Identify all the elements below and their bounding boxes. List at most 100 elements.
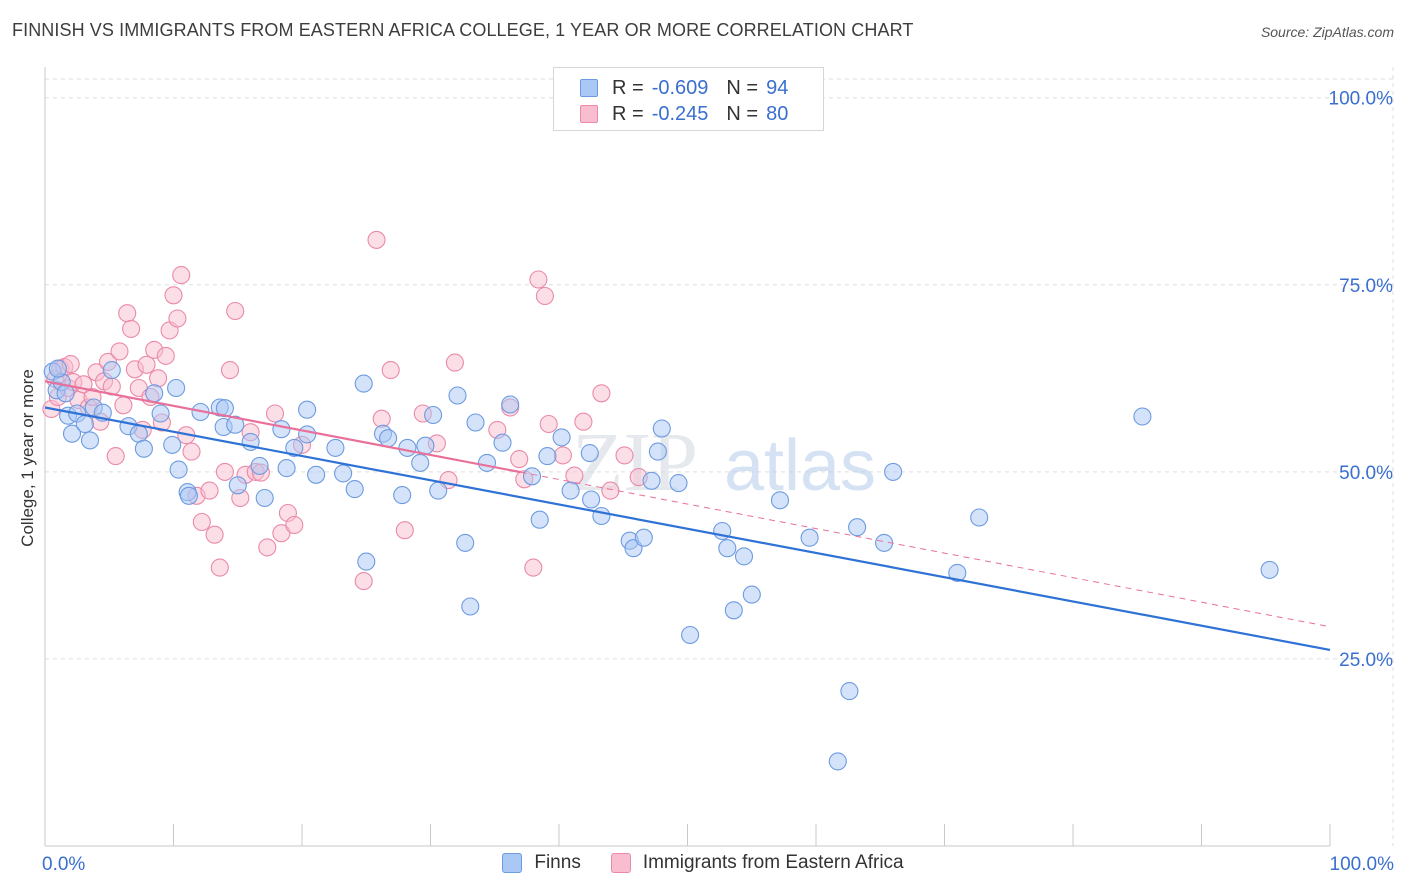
point-finns	[1260, 560, 1279, 579]
legend-series: Finns Immigrants from Eastern Africa	[0, 852, 1406, 874]
point-finns	[151, 404, 170, 423]
point-finns	[448, 386, 467, 405]
point-finns	[970, 508, 989, 527]
point-eastern-africa	[615, 446, 634, 465]
point-finns	[461, 597, 480, 616]
trend-line-eastern-africa	[44, 380, 521, 474]
point-finns	[642, 471, 661, 490]
legend-r-label: R =	[612, 102, 644, 125]
point-eastern-africa	[592, 384, 611, 403]
point-finns	[75, 414, 94, 434]
point-finns	[592, 506, 611, 526]
point-finns	[326, 438, 345, 457]
point-eastern-africa	[210, 558, 229, 577]
point-eastern-africa	[172, 266, 191, 285]
point-eastern-africa	[192, 512, 211, 532]
legend-item-eastern-africa[interactable]: Immigrants from Eastern Africa	[610, 852, 904, 874]
point-finns	[272, 420, 291, 439]
point-finns	[800, 528, 819, 547]
point-eastern-africa	[114, 396, 133, 415]
point-eastern-africa	[381, 361, 400, 380]
point-finns	[62, 424, 82, 443]
legend-swatch-finns	[580, 79, 598, 97]
point-eastern-africa	[122, 319, 141, 338]
legend-item-finns[interactable]: Finns	[502, 852, 581, 874]
point-finns	[648, 442, 667, 461]
point-eastern-africa	[226, 301, 245, 321]
series-finns-points	[43, 359, 1279, 771]
point-eastern-africa	[215, 462, 234, 481]
point-finns	[522, 467, 542, 486]
point-finns	[770, 491, 790, 510]
point-finns	[493, 433, 512, 452]
point-eastern-africa	[118, 304, 137, 323]
y-tick-label: 100.0%	[1329, 89, 1394, 110]
point-finns	[169, 460, 188, 479]
point-finns	[298, 400, 317, 419]
point-finns	[411, 453, 430, 472]
legend-swatch-finns	[502, 853, 523, 873]
point-finns	[145, 384, 164, 403]
point-finns	[416, 436, 435, 455]
x-tick-label: 0.0%	[42, 854, 85, 875]
point-finns	[285, 438, 304, 457]
point-finns	[357, 552, 376, 571]
point-finns	[163, 435, 182, 454]
point-finns	[354, 374, 373, 393]
legend-label-eastern-africa: Immigrants from Eastern Africa	[642, 852, 904, 873]
legend-r-label: R =	[612, 76, 644, 99]
point-eastern-africa	[265, 404, 285, 423]
point-finns	[466, 413, 485, 432]
point-eastern-africa	[156, 346, 175, 365]
trend-line-eastern-africa-extension	[520, 471, 1331, 628]
point-eastern-africa	[510, 450, 529, 469]
point-finns	[228, 476, 247, 495]
point-eastern-africa	[535, 286, 554, 306]
point-finns	[1133, 407, 1152, 426]
point-finns	[429, 481, 448, 500]
point-eastern-africa	[354, 572, 373, 591]
point-finns	[334, 464, 353, 483]
point-eastern-africa	[220, 361, 240, 380]
legend-n-label: N =	[726, 76, 759, 99]
point-finns	[884, 462, 903, 481]
legend-label-finns: Finns	[534, 852, 581, 873]
point-finns	[398, 438, 417, 457]
point-finns	[828, 752, 847, 771]
point-eastern-africa	[367, 230, 386, 249]
point-eastern-africa	[601, 481, 620, 500]
point-finns	[477, 453, 497, 472]
point-finns	[456, 533, 475, 552]
point-finns	[80, 431, 100, 450]
point-finns	[724, 601, 743, 620]
point-finns	[48, 359, 67, 378]
point-eastern-africa	[110, 342, 129, 361]
point-eastern-africa	[168, 309, 187, 328]
chart-title: FINNISH VS IMMIGRANTS FROM EASTERN AFRIC…	[12, 20, 914, 40]
point-finns	[634, 528, 653, 547]
point-eastern-africa	[285, 515, 304, 535]
point-finns	[102, 361, 121, 380]
point-finns	[179, 486, 198, 505]
trend-lines	[44, 380, 1331, 652]
point-finns	[552, 428, 571, 447]
point-finns	[734, 547, 754, 566]
legend-n-value: 80	[766, 102, 789, 125]
point-finns	[718, 539, 737, 558]
gridlines	[45, 67, 1395, 846]
point-finns	[424, 405, 443, 425]
point-finns	[167, 378, 186, 398]
point-finns	[848, 518, 867, 537]
point-finns	[501, 395, 520, 414]
point-eastern-africa	[445, 353, 464, 372]
tick-labels: 100.0% 75.0% 50.0% 25.0% 0.0% 100.0%	[42, 89, 1394, 875]
point-eastern-africa	[106, 447, 125, 466]
point-finns	[669, 474, 688, 493]
point-finns	[134, 439, 153, 458]
point-finns	[379, 429, 398, 448]
point-eastern-africa	[205, 525, 224, 544]
point-eastern-africa	[553, 446, 572, 465]
point-finns	[948, 563, 967, 582]
watermark-atlas: atlas	[724, 426, 876, 506]
legend-swatch-eastern-africa	[580, 105, 598, 123]
